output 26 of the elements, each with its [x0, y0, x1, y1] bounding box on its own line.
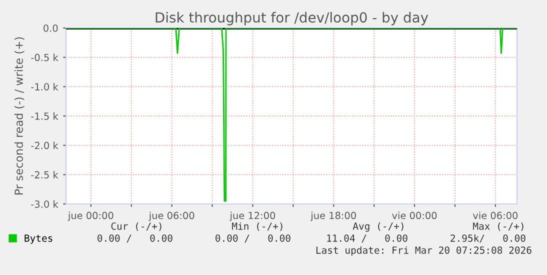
x-tick-label: jue 12:00 [230, 212, 276, 222]
y-tick-label: -3.0 k [31, 200, 58, 208]
y-tick-label: -0.5 k [31, 54, 58, 62]
y-tick-label: 0.0 [44, 24, 58, 32]
x-tick-label: vie 00:00 [392, 212, 437, 220]
text: Max (-/+) [473, 222, 524, 231]
text: Last update: Fri Mar 20 07:25:08 2026 [316, 246, 532, 256]
text: 11.04 / 0.00 [327, 234, 408, 243]
y-tick-label: -2.5 k [31, 170, 58, 178]
text: 0.00 / 0.00 [98, 234, 172, 243]
legend-label: Bytes [24, 234, 52, 244]
line-series [66, 28, 517, 202]
y-tick-label: -2.0 k [31, 142, 58, 150]
text: Cur (-/+) [111, 222, 162, 231]
x-tick-label: jue 06:00 [148, 212, 194, 222]
text: 0.00 / 0.00 [216, 234, 290, 243]
chart-title: Disk throughput for /dev/loop0 - by day [156, 12, 428, 26]
text: Avg (-/+) [352, 222, 404, 232]
x-tick-label: vie 06:00 [472, 212, 518, 220]
y-tick-label: -1.0 k [31, 82, 58, 90]
y-axis-title: Pr second read (-) / write (+) [14, 37, 24, 195]
x-tick-label: jue 18:00 [310, 212, 356, 222]
text: Min (-/+) [232, 222, 282, 231]
text: 2.95k/ 0.00 [450, 234, 526, 243]
x-tick-label: jue 00:00 [68, 212, 114, 222]
y-tick-label: -1.5 k [31, 112, 58, 120]
